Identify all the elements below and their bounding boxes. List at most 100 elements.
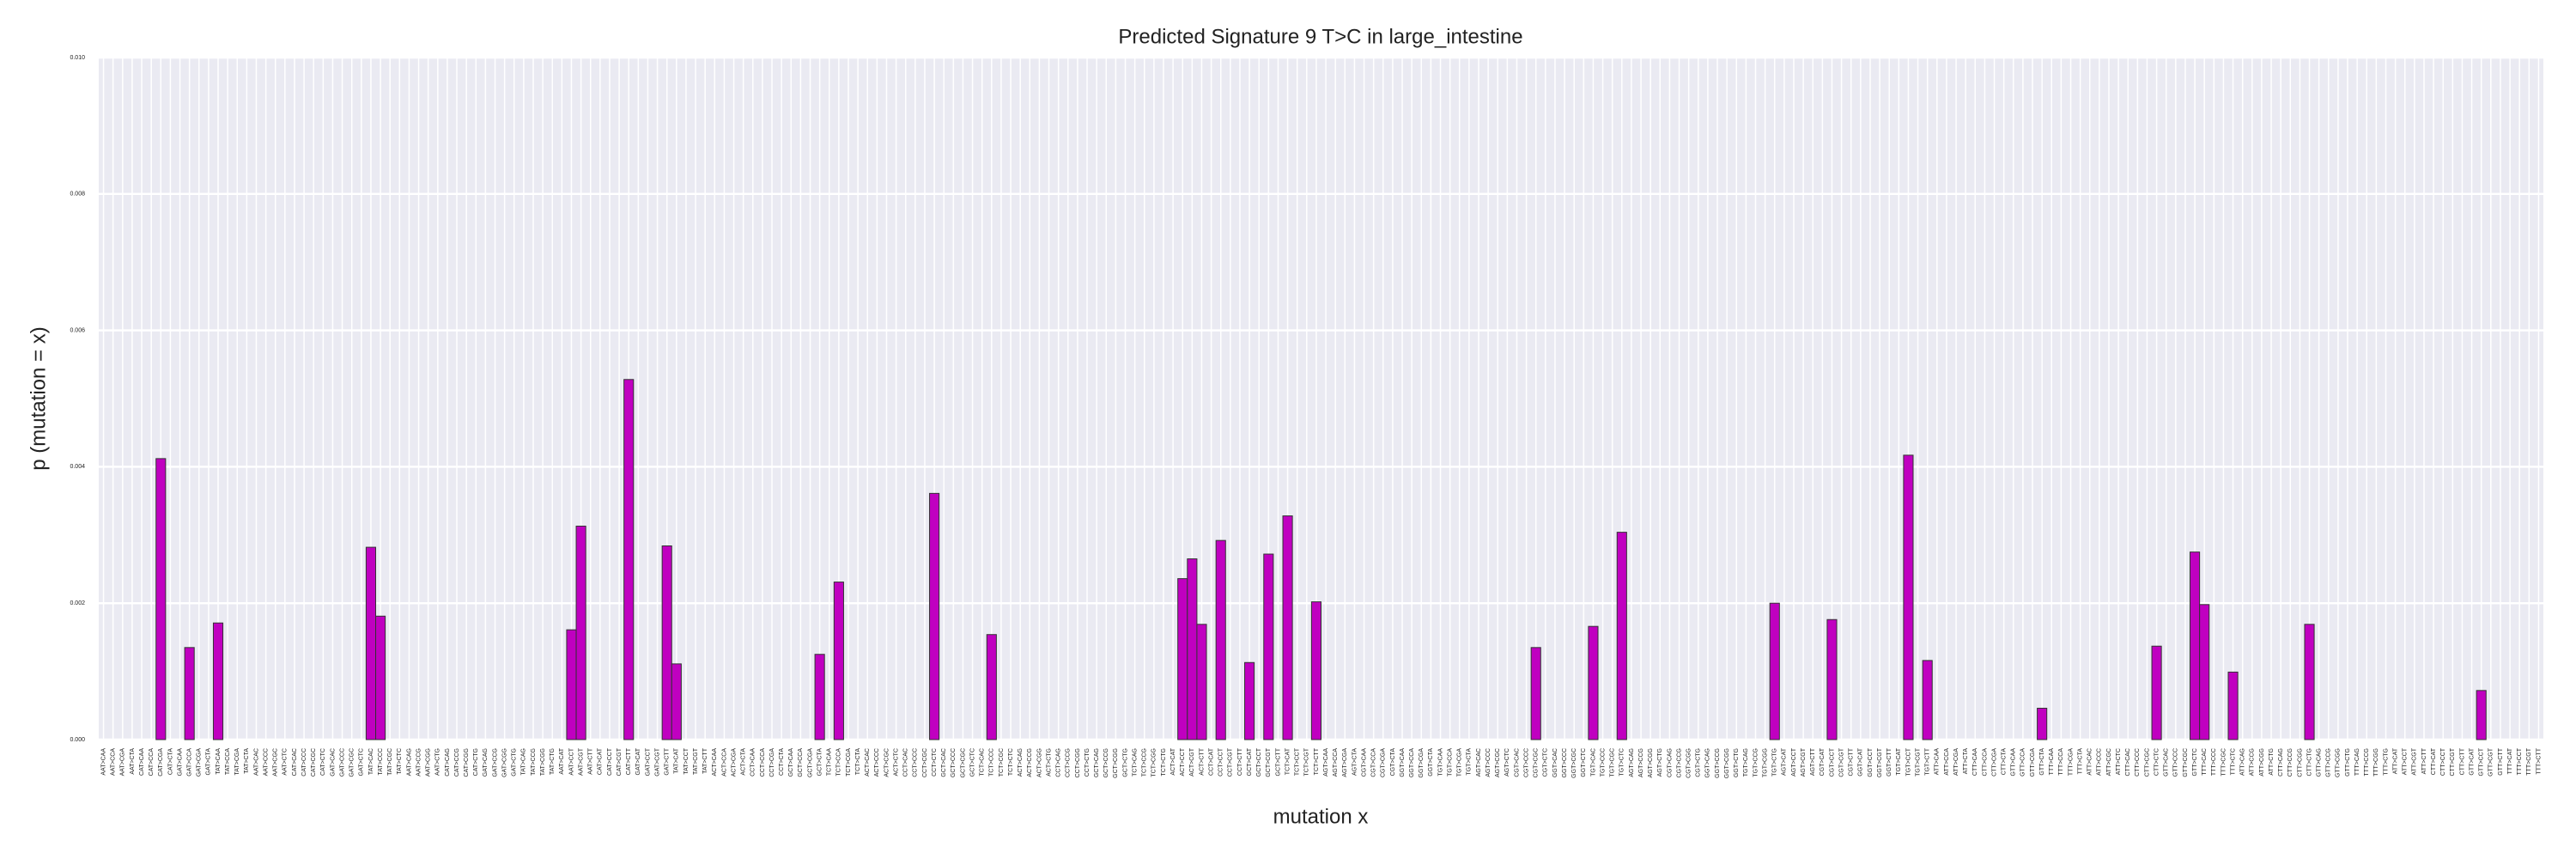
x-tick-label: CGT>CTA [1390,748,1396,777]
x-tick-label: ATT>CTC [2116,748,2122,775]
x-tick-label: TCT>CAA [827,748,833,776]
x-tick-label: GCT>CCC [951,748,957,777]
x-tick-label: CCT>CGT [1228,747,1234,777]
x-tick-label: GTT>CAG [2316,748,2322,777]
x-tick-label: GAT>CGA [197,748,203,777]
x-tick-label: CTT>CTT [2459,747,2465,775]
x-tick-label: AAT>CCA [111,748,117,776]
x-tick-label: CTT>CAT [2431,747,2437,775]
x-tick-label: GTT>CAC [2164,748,2170,777]
x-tick-label: CGT>CAA [1361,748,1367,777]
x-tick-label: GCT>CTC [969,748,975,777]
x-tick-label: TCT>CCT [1295,747,1301,776]
bar [2151,645,2162,740]
x-tick-label: ATT>CCG [2250,748,2256,776]
x-tick-label: AGT>CCA [1333,748,1339,777]
x-tick-label: CTT>CAC [2125,748,2131,776]
x-tick-label: CGT>CGG [1686,748,1692,778]
x-tick-label: GGT>CGT [1877,747,1883,777]
x-tick-label: TGT>CCA [1447,748,1453,777]
bar [2227,671,2239,740]
x-tick-label: GAT>CTC [359,748,365,776]
y-tick-label: 0.002 [70,600,85,606]
y-tick-label: 0.008 [70,192,85,198]
bar [661,545,672,740]
x-tick-label: AAT>CGG [426,748,432,777]
bar [671,663,682,740]
x-tick-label: CAT>CAA [139,748,145,776]
bar [1530,647,1541,740]
x-tick-label: AGT>CTA [1352,748,1358,776]
bar [1263,553,1274,740]
x-tick-label: CAT>CAC [292,748,298,776]
x-tick-label: GTT>CAA [2011,748,2017,777]
x-tick-label: CAT>CTC [320,748,326,776]
x-tick-label: AAT>CCC [263,748,269,776]
y-axis-label: p (mutation = x) [27,326,50,470]
x-tick-label: ACT>CCT [1180,747,1186,776]
x-tick-label: CTT>CCG [2287,748,2293,777]
x-tick-label: TCT>CCC [989,748,995,777]
x-tick-label: TGT>CGT [1915,747,1921,777]
x-tick-label: TTT>CGT [2526,747,2532,775]
bar [1177,578,1188,740]
y-tick-label: 0.010 [70,55,85,61]
x-tick-label: AGT>CCC [1485,748,1492,777]
x-tick-label: TTT>CCG [2364,748,2370,776]
bar [212,622,224,740]
x-tick-label: CCT>CCA [760,748,766,777]
x-tick-label: GCT>CCA [798,748,804,777]
x-tick-label: TGT>CGG [1762,748,1768,777]
bar [1310,601,1321,740]
x-tick-label: TTT>CAG [2354,748,2360,776]
x-tick-label: TGT>CTC [1619,748,1625,776]
x-tick-label: GAT>CCG [492,748,498,777]
x-tick-label: GTT>CGC [2183,748,2189,777]
x-tick-label: AGT>CAC [1476,748,1482,777]
x-tick-label: GTT>CTA [2039,748,2045,776]
x-tick-label: TAT>CGT [693,747,699,775]
x-tick-label: AGT>CAA [1323,748,1329,777]
x-tick-label: ACT>CGC [884,748,890,777]
x-tick-label: AAT>CAA [100,748,106,776]
x-tick-label: GAT>CCC [339,748,345,777]
x-tick-label: ATT>CGG [2259,748,2265,777]
x-tick-label: AAT>CAT [559,747,565,774]
x-tick-label: CGT>CCA [1371,748,1377,777]
x-tick-label: ACT>CTA [741,748,747,776]
x-tick-label: ATT>CCC [2097,748,2103,776]
x-tick-label: CTT>CGG [2297,748,2303,777]
x-tick-label: CCT>CGA [769,748,775,777]
y-tick-label: 0.004 [70,464,85,470]
x-tick-label: TAT>CGG [540,748,546,776]
x-tick-label: CCT>CGG [1075,748,1081,777]
x-tick-label: TCT>CGT [1304,747,1310,776]
x-tick-label: GCT>CAT [1247,747,1253,776]
x-tick-label: TTT>CTT [2536,747,2542,774]
x-tick-label: GAT>CAT [635,747,641,775]
x-tick-label: AAT>CAG [406,748,412,776]
x-tick-label: GTT>CCT [2479,747,2485,776]
x-tick-label: GAT>CAG [483,748,489,777]
x-tick-label: ACT>CCG [1027,748,1033,777]
x-tick-label: CTT>CTG [2306,748,2312,776]
x-tick-label: GTT>CCA [2020,748,2026,777]
x-tick-label: TAT>CCC [378,748,384,775]
x-tick-label: ACT>CAG [1018,748,1024,777]
x-tick-label: CGT>CGA [1381,748,1387,777]
x-tick-label: CAT>CCC [301,748,307,777]
x-tick-label: GTT>CTT [2498,747,2504,775]
x-tick-label: TCT>CTA [855,748,861,776]
bar [2304,624,2315,740]
x-tick-label: GTT>CCC [2173,748,2179,777]
x-tick-label: CAT>CTG [473,748,479,776]
x-tick-label: CCT>CAC [903,748,909,777]
bar [575,525,586,740]
x-tick-label: TAT>CCT [683,747,690,774]
x-tick-label: ACT>CTG [1046,748,1052,777]
x-tick-label: AGT>CGG [1648,748,1654,777]
x-tick-label: CTT>CAG [2278,748,2284,777]
x-tick-label: GTT>CTG [2345,748,2351,777]
x-tick-label: GGT>CTC [1581,748,1587,777]
x-tick-label: GGT>CGA [1419,748,1425,778]
